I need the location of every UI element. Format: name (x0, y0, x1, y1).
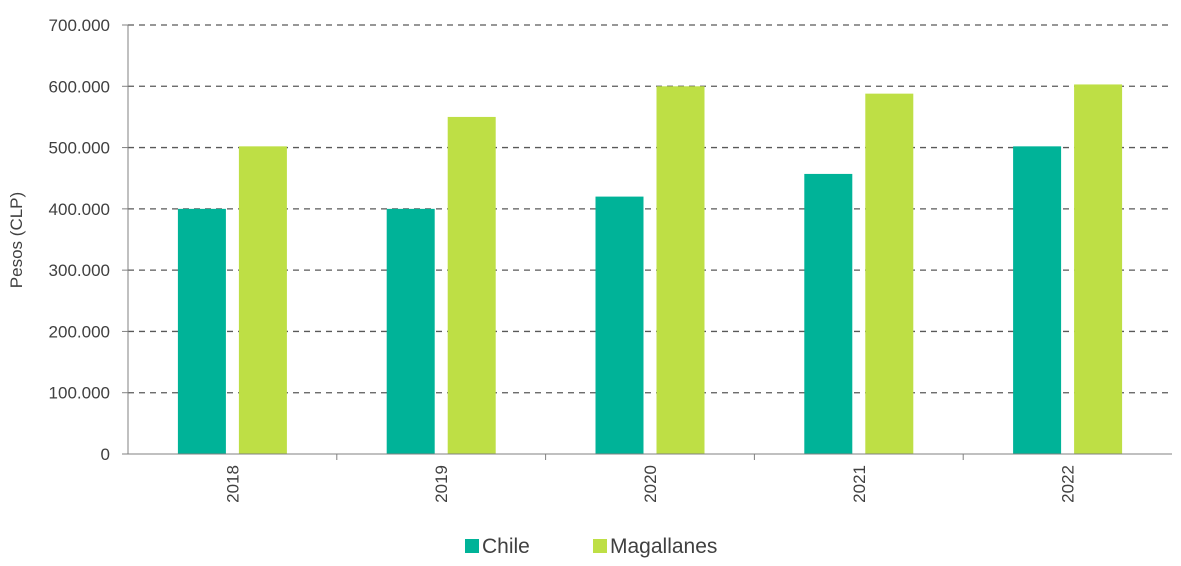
axes: 0 100.000 200.000 300.000 400.000 500.000 600.… (49, 16, 1172, 503)
legend-swatch-chile (465, 539, 479, 553)
y-tick-label: 100.000 (49, 384, 110, 403)
bars (177, 84, 1123, 455)
legend-swatch-magallanes (593, 539, 607, 553)
y-tick-label: 500.000 (49, 139, 110, 158)
y-tick-label: 0 (101, 445, 110, 464)
x-tick-label: 2022 (1059, 465, 1078, 503)
bar-chile-2020 (595, 196, 644, 454)
y-tick-label: 400.000 (49, 200, 110, 219)
x-tick-label: 2019 (432, 465, 451, 503)
legend-label-chile: Chile (482, 535, 530, 558)
bar-chile-2019 (386, 208, 435, 454)
bar-magallanes-2018 (238, 146, 287, 455)
y-tick-label: 600.000 (49, 77, 110, 96)
bar-magallanes-2022 (1074, 84, 1123, 454)
bar-magallanes-2021 (865, 93, 914, 454)
x-tick-label: 2020 (641, 465, 660, 503)
x-tick-label: 2021 (850, 465, 869, 503)
bar-chile-2018 (177, 208, 226, 454)
y-tick-label: 200.000 (49, 322, 110, 341)
x-tick-label: 2018 (223, 465, 242, 503)
bar-chile-2022 (1013, 146, 1062, 455)
y-axis-title: Pesos (CLP) (7, 192, 26, 288)
bar-chile-2021 (804, 173, 853, 454)
bar-magallanes-2019 (447, 116, 496, 454)
bar-magallanes-2020 (656, 86, 705, 455)
y-tick-label: 700.000 (49, 16, 110, 35)
legend: Chile Magallanes (465, 535, 717, 558)
legend-label-magallanes: Magallanes (610, 535, 717, 558)
y-tick-label: 300.000 (49, 261, 110, 280)
gridlines (128, 24, 1172, 394)
